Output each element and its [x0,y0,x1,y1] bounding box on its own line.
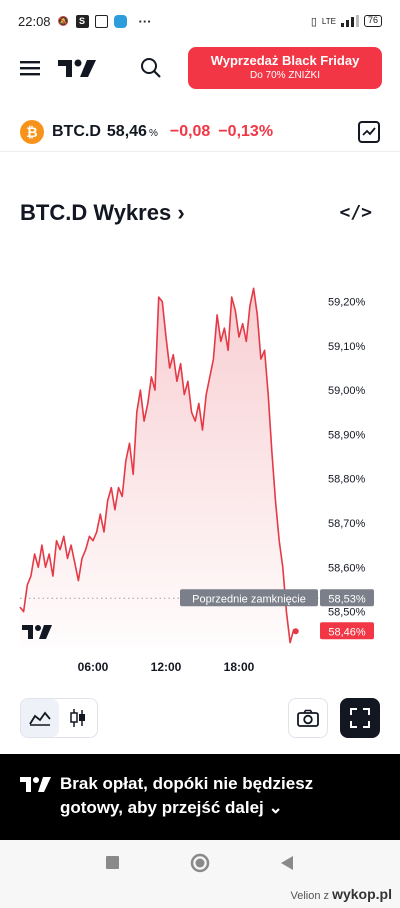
vibrate-icon: ▯ [310,15,317,28]
top-bar: Wyprzedaż Black Friday Do 70% ZNIŻKI [0,42,400,94]
status-more-dots: ··· [138,13,152,29]
y-tick-label: 58,60% [328,562,366,574]
home-icon[interactable] [190,853,210,873]
watermark-brand: wykop.pl [332,886,392,902]
watermark-z: z [323,890,330,902]
candles-icon [70,709,85,727]
android-nav-bar [0,840,400,886]
previous-close-label-bg [180,589,318,607]
ticker-change-percent: −0,13% [218,122,274,140]
mute-bell-icon: 🔕 [57,15,69,26]
hamburger-menu-icon[interactable] [20,60,42,76]
chart-section-title: BTC.D Wykres [20,200,172,225]
chart-type-switcher [20,698,98,738]
ticker-symbol: BTC.D [52,122,101,140]
line-chart-icon [362,127,376,136]
chart-section-title-link[interactable]: BTC.D Wykres › [20,200,185,226]
candles-chart-button[interactable] [59,699,97,737]
network-type: LTE [321,16,336,26]
chevron-down-icon[interactable]: ⌄ [268,798,283,817]
last-price-dot [292,628,299,635]
banner-text: Brak opłat, dopóki nie będziesz gotowy, … [60,772,360,840]
promo-subtitle: Do 70% ZNIŻKI [249,70,321,81]
fullscreen-button[interactable] [340,698,380,738]
area-chart-button[interactable] [21,699,59,737]
bitcoin-icon: ₿ [20,119,44,144]
y-tick-label: 58,50% [328,607,366,619]
y-tick-label: 58,80% [328,474,366,486]
ticker-change: −0,08 [169,122,211,140]
recents-icon[interactable] [106,856,120,870]
y-tick-label: 59,10% [328,341,366,353]
banner-message: Brak opłat, dopóki nie będziesz gotowy, … [60,774,314,817]
watermark-author: Velion [290,890,321,902]
messenger-icon [113,14,127,28]
status-bar: 22:08 🔕 S ··· ▯ LTE 76 [0,0,400,42]
x-tick-label: 06:00 [78,660,109,674]
last-value-badge: 58,46% [328,626,366,638]
calendar-icon [94,14,108,28]
area-chart-icon [29,711,51,726]
y-tick-label: 58,70% [328,518,366,530]
price-line [19,287,295,644]
x-tick-label: 18:00 [224,660,255,674]
signal-icon [340,15,359,27]
y-tick-label: 59,20% [328,297,366,309]
ticker-percent-sign: % [148,128,158,139]
tradingview-logo-icon [20,777,51,792]
x-tick-label: 12:00 [151,660,182,674]
black-friday-promo-button[interactable]: Wyprzedaż Black Friday Do 70% ZNIŻKI [188,47,382,89]
previous-close-value-bg [320,589,374,607]
camera-icon [297,709,319,727]
chart-toolbar [0,696,400,742]
s-app-icon: S [75,14,89,28]
screenshot-button[interactable] [288,698,328,738]
back-icon[interactable] [280,856,294,870]
area-fill [20,288,294,647]
ticker-price: 58,46 [106,122,147,140]
ticker-row[interactable]: ₿ BTC.D 58,46 % −0,08 −0,13% [0,112,400,152]
promo-title: Wyprzedaż Black Friday [210,53,360,68]
open-chart-button[interactable] [358,121,380,143]
battery-indicator: 76 [363,15,382,27]
last-value-badge-bg [320,622,374,640]
embed-code-icon[interactable]: </> [339,202,372,223]
previous-close-label: Poprzednie zamknięcie [192,593,306,605]
previous-close-value: 58,53% [328,593,366,605]
status-time: 22:08 [18,13,51,29]
chevron-right-icon: › [177,200,185,225]
tradingview-logo-icon[interactable] [58,58,98,78]
fullscreen-icon [350,708,370,728]
price-chart[interactable]: 59,20% 59,10% 59,00% 58,90% 58,80% 58,70% 58,6… [0,255,400,685]
y-tick-label: 58,90% [328,429,366,441]
search-icon[interactable] [140,57,162,79]
y-tick-label: 59,00% [328,385,366,397]
chart-watermark-logo-icon [22,625,52,639]
promo-banner[interactable]: Brak opłat, dopóki nie będziesz gotowy, … [0,754,400,840]
watermark: Velion z wykop.pl [0,886,400,908]
